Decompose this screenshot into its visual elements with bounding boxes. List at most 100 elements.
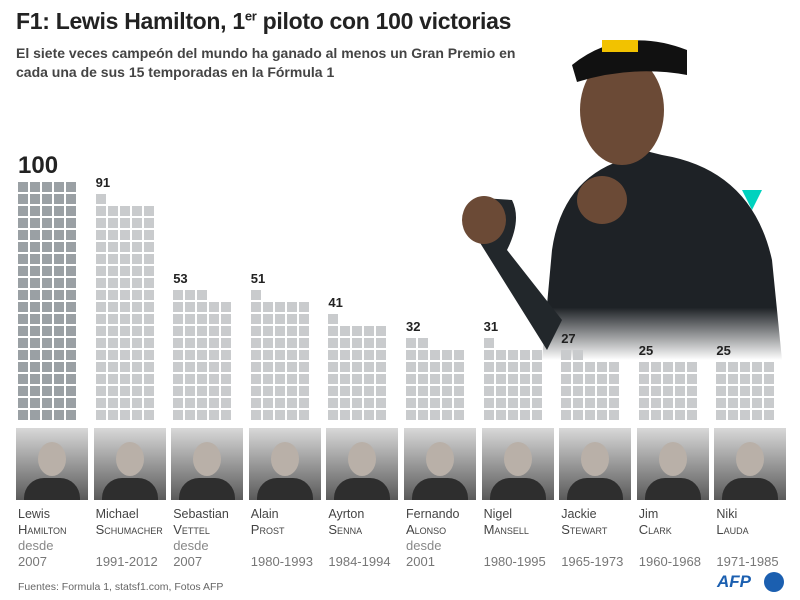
driver-last-name: Mansell [483, 522, 529, 537]
win-square [119, 362, 130, 372]
win-square [131, 314, 142, 324]
win-square [752, 410, 763, 420]
win-square [298, 302, 309, 312]
win-square [54, 386, 64, 396]
win-square [585, 398, 596, 408]
win-square [352, 362, 363, 372]
win-square [328, 386, 339, 396]
source-note: Fuentes: Formula 1, statsf1.com, Fotos A… [18, 581, 224, 593]
driver-photo [16, 428, 88, 500]
win-square [119, 230, 130, 240]
win-square [298, 314, 309, 324]
win-square [376, 410, 387, 420]
win-square [54, 254, 64, 264]
win-square [286, 398, 297, 408]
win-square [209, 314, 220, 324]
win-square [764, 410, 775, 420]
win-square [286, 410, 297, 420]
driver-years: 1960-1968 [638, 554, 701, 569]
win-square [173, 302, 184, 312]
win-square [95, 386, 106, 396]
win-square [119, 398, 130, 408]
win-square [561, 362, 572, 372]
win-square [274, 362, 285, 372]
driver-first-name: Niki [716, 507, 738, 521]
driver-first-name: Alain [250, 507, 279, 521]
win-square [119, 338, 130, 348]
win-square [340, 410, 351, 420]
win-square [650, 386, 661, 396]
win-square [740, 386, 751, 396]
driver-since [251, 538, 327, 554]
win-square [728, 386, 739, 396]
win-square [95, 350, 106, 360]
win-square [185, 290, 196, 300]
win-square [143, 350, 154, 360]
driver-last-name: Hamilton [18, 522, 67, 537]
win-square [531, 398, 542, 408]
win-square [66, 374, 76, 384]
win-square [442, 350, 452, 360]
win-square [66, 194, 76, 204]
win-square [418, 338, 428, 348]
win-square [638, 410, 649, 420]
win-square [42, 290, 52, 300]
win-square [66, 326, 76, 336]
win-square [209, 350, 220, 360]
driver-years: 1980-1995 [483, 554, 546, 569]
driver-last-name: Schumacher [95, 522, 163, 537]
win-square [107, 206, 118, 216]
driver-label: Fernando Alonso desde 2001 [406, 506, 482, 570]
win-square [107, 218, 118, 228]
win-square [42, 182, 52, 192]
win-square [185, 362, 196, 372]
win-square [54, 398, 64, 408]
afp-logo: AFP [717, 572, 751, 591]
win-square [197, 386, 208, 396]
win-square [30, 362, 40, 372]
win-square [507, 398, 518, 408]
win-square [185, 410, 196, 420]
win-square [18, 314, 28, 324]
win-square [507, 410, 518, 420]
win-square [107, 302, 118, 312]
win-square [686, 386, 697, 396]
win-square [107, 278, 118, 288]
win-square [430, 398, 440, 408]
win-square [674, 374, 685, 384]
win-square [418, 410, 428, 420]
win-square [54, 374, 64, 384]
win-square [30, 386, 40, 396]
win-square [119, 290, 130, 300]
win-square [752, 362, 763, 372]
win-square [95, 374, 106, 384]
win-square [376, 386, 387, 396]
win-square [66, 350, 76, 360]
hamilton-hero-photo [462, 40, 782, 360]
win-square [42, 230, 52, 240]
win-square [54, 350, 64, 360]
win-square [274, 410, 285, 420]
win-square [352, 326, 363, 336]
win-square [66, 242, 76, 252]
win-square [209, 374, 220, 384]
win-square [66, 410, 76, 420]
win-square [376, 326, 387, 336]
win-square [609, 386, 620, 396]
win-square [674, 362, 685, 372]
win-square [30, 326, 40, 336]
driver-label: Nigel Mansell 1980-1995 [484, 506, 560, 570]
win-square [131, 338, 142, 348]
win-square [42, 302, 52, 312]
win-square [638, 386, 649, 396]
win-square [185, 398, 196, 408]
win-square [131, 254, 142, 264]
win-square [250, 374, 261, 384]
win-square [430, 374, 440, 384]
win-square [430, 386, 440, 396]
win-square [54, 242, 64, 252]
win-square [185, 386, 196, 396]
subtitle: El siete veces campeón del mundo ha gana… [16, 45, 516, 80]
win-square [66, 266, 76, 276]
win-square [209, 302, 220, 312]
